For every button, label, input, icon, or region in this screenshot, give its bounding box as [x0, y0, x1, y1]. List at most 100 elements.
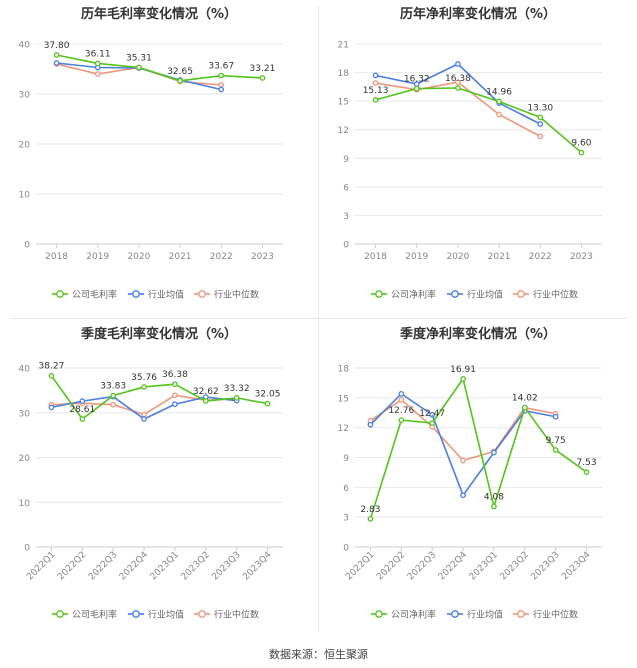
- legend-label-company: 公司净利率: [391, 289, 436, 301]
- legend-label-company: 公司毛利率: [72, 609, 117, 621]
- data-point-industry-avg: [460, 492, 466, 499]
- y-tick-label: 20: [19, 454, 31, 464]
- data-point-industry-median: [172, 392, 178, 399]
- legend-label-industry-median: 行业中位数: [214, 609, 259, 621]
- data-point-industry-avg: [429, 411, 436, 418]
- legend-marker-industry-avg: [132, 290, 140, 298]
- data-label: 9.60: [571, 139, 591, 149]
- data-label: 16.32: [404, 75, 430, 85]
- legend-label-industry-avg: 行业均值: [148, 609, 184, 621]
- data-point-company: [491, 503, 497, 510]
- legend-label-company: 公司净利率: [391, 609, 436, 621]
- y-tick-label: 15: [338, 98, 349, 108]
- x-tick-label: 2023Q2: [180, 550, 212, 582]
- legend-marker-company: [56, 610, 64, 618]
- data-point-industry-avg: [552, 413, 559, 420]
- data-point-company: [372, 97, 379, 103]
- data-point-industry-avg: [218, 86, 225, 93]
- legend-marker-industry-avg: [132, 610, 140, 618]
- chart-title: 季度净利率变化情况（%）: [399, 326, 556, 342]
- data-point-company: [202, 398, 209, 404]
- data-label: 33.83: [100, 382, 126, 392]
- y-tick-label: 21: [338, 41, 349, 51]
- y-tick-label: 10: [19, 499, 31, 509]
- data-label: 28.61: [69, 405, 95, 415]
- chart-title: 历年净利率变化情况（%）: [400, 6, 556, 22]
- data-label: 9.75: [546, 436, 566, 446]
- y-tick-label: 40: [19, 41, 31, 51]
- data-label: 36.11: [85, 49, 111, 59]
- y-tick-label: 6: [343, 183, 349, 193]
- y-tick-label: 0: [24, 544, 30, 554]
- y-tick-label: 9: [343, 454, 349, 464]
- data-point-industry-median: [460, 457, 466, 464]
- x-tick-label: 2020: [446, 252, 469, 262]
- data-point-company: [141, 384, 147, 390]
- x-tick-label: 2022Q4: [437, 550, 470, 583]
- x-tick-label: 2022Q3: [87, 550, 119, 582]
- data-label: 38.27: [39, 362, 65, 372]
- x-tick-label: 2023Q1: [468, 550, 500, 582]
- data-point-industry-avg: [455, 61, 461, 67]
- x-tick-label: 2019: [405, 252, 428, 262]
- legend-marker-industry-median: [198, 610, 206, 618]
- y-tick-label: 10: [19, 191, 31, 201]
- y-tick-label: 3: [343, 212, 349, 222]
- data-point-industry-median: [218, 82, 225, 88]
- data-point-company: [455, 85, 461, 91]
- y-tick-label: 40: [19, 365, 31, 375]
- x-tick-label: 2023Q2: [499, 550, 531, 582]
- x-tick-label: 2023Q4: [560, 550, 593, 583]
- data-point-industry-avg: [537, 121, 544, 127]
- data-point-industry-median: [537, 133, 544, 140]
- data-point-industry-median: [141, 411, 147, 418]
- data-point-company: [94, 60, 101, 67]
- y-tick-label: 30: [19, 91, 31, 101]
- data-point-industry-avg: [398, 391, 405, 397]
- data-point-company: [429, 420, 436, 426]
- data-label: 33.21: [250, 64, 276, 74]
- legend-marker-company: [375, 610, 383, 618]
- y-tick-label: 18: [338, 69, 350, 79]
- data-point-company: [583, 469, 590, 475]
- data-point-company: [264, 400, 271, 407]
- data-label: 35.76: [131, 373, 157, 383]
- x-tick-label: 2018: [45, 252, 68, 262]
- data-label: 32.62: [193, 387, 219, 397]
- data-point-industry-avg: [172, 401, 178, 408]
- data-label: 4.08: [484, 492, 504, 502]
- legend-label-industry-median: 行业中位数: [533, 609, 578, 621]
- data-label: 14.02: [512, 394, 538, 404]
- data-point-company: [413, 85, 420, 92]
- data-label: 37.80: [44, 41, 70, 51]
- data-point-industry-avg: [372, 72, 379, 79]
- data-label: 16.38: [445, 74, 471, 84]
- x-tick-label: 2023Q4: [241, 550, 274, 583]
- x-tick-label: 2021: [488, 252, 511, 262]
- legend-marker-industry-median: [517, 610, 525, 618]
- y-tick-label: 0: [343, 241, 349, 251]
- data-point-company: [552, 447, 559, 453]
- legend-marker-company: [375, 290, 383, 298]
- data-point-industry-median: [372, 80, 379, 86]
- data-label: 13.30: [527, 103, 553, 113]
- quarterly-gross-margin-chart: 季度毛利率变化情况（%） 0 10 20 30 40 2022Q1 2022Q2 2022Q3 2…: [0, 320, 318, 640]
- data-label: 32.65: [167, 67, 193, 77]
- data-point-industry-avg: [141, 416, 147, 422]
- annual-gross-margin-chart: 历年毛利率变化情况（%） 0 10 20 30 40 2018 2019 2020 2021 202…: [0, 0, 318, 320]
- series-line-company: [56, 54, 263, 82]
- x-tick-label: 2023Q3: [210, 550, 242, 582]
- data-point-company: [521, 404, 528, 411]
- x-tick-label: 2020: [127, 252, 150, 262]
- x-tick-label: 2018: [364, 252, 387, 262]
- data-point-company: [460, 375, 466, 382]
- data-label: 35.31: [126, 53, 152, 63]
- x-tick-label: 2023Q1: [149, 550, 181, 582]
- data-point-company: [537, 114, 544, 121]
- y-tick-label: 15: [338, 394, 349, 404]
- legend-label-company: 公司毛利率: [72, 289, 117, 301]
- data-point-industry-avg: [48, 404, 55, 411]
- data-point-company: [48, 372, 55, 379]
- y-tick-label: 20: [19, 141, 31, 151]
- y-tick-label: 6: [343, 484, 349, 494]
